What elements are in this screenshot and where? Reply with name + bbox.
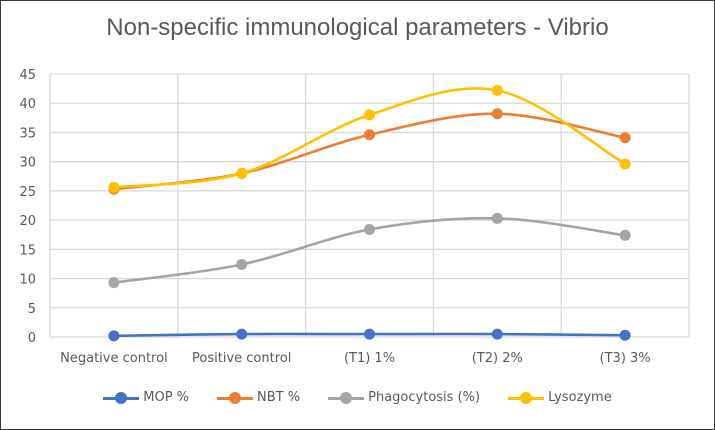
gridlines (49, 73, 690, 338)
series-lines (108, 84, 631, 342)
legend-marker-icon (508, 391, 545, 404)
data-point (619, 158, 631, 170)
legend-marker-icon (103, 391, 140, 404)
legend-item: Lysozyme (508, 390, 612, 405)
chart-title: Non-specific immunological parameters - … (106, 14, 609, 41)
legend: MOP % NBT % Phagocytosis (%) Lysozyme (0, 390, 715, 405)
series-line (113, 112, 626, 191)
y-tick-label: 0 (28, 331, 36, 346)
legend-item: NBT % (217, 390, 300, 405)
x-tick-label: Negative control (60, 351, 168, 366)
y-tick-label: 35 (19, 126, 36, 141)
legend-item: MOP % (103, 390, 189, 405)
y-tick-label: 30 (19, 156, 36, 171)
y-axis-ticks: 0 5 10 15 20 25 30 35 40 45 (19, 68, 36, 346)
y-tick-label: 45 (19, 68, 36, 83)
legend-item: Phagocytosis (%) (328, 390, 480, 405)
x-axis-ticks: Negative control Positive control (T1) 1% (… (60, 351, 651, 366)
data-point (491, 328, 503, 340)
series-lysozyme (108, 84, 631, 193)
data-point (364, 223, 375, 235)
legend-marker-icon (217, 391, 254, 404)
data-point (619, 132, 631, 144)
data-point (364, 129, 375, 141)
y-tick-label: 15 (19, 243, 36, 258)
x-tick-label: (T2) 2% (472, 351, 523, 366)
data-point (619, 229, 631, 241)
legend-label: Phagocytosis (%) (368, 390, 481, 405)
x-tick-label: (T1) 1% (344, 351, 395, 366)
data-point (236, 259, 248, 271)
data-point (108, 277, 120, 289)
data-point (236, 328, 248, 340)
y-tick-label: 40 (19, 97, 36, 112)
y-tick-label: 10 (19, 273, 36, 288)
data-point (491, 212, 503, 224)
data-point (619, 329, 631, 341)
data-point (491, 84, 503, 96)
data-point (108, 330, 120, 342)
y-tick-label: 25 (19, 185, 36, 200)
x-tick-label: (T3) 3% (600, 351, 651, 366)
legend-label: MOP % (143, 390, 190, 405)
x-tick-label: Positive control (192, 351, 291, 366)
data-point (108, 181, 120, 193)
series-phagocytosis (108, 212, 631, 289)
data-point (491, 108, 503, 120)
legend-label: Lysozyme (548, 390, 612, 405)
legend-marker-icon (328, 391, 365, 404)
data-point (236, 167, 248, 179)
y-tick-label: 20 (19, 214, 36, 229)
data-point (364, 109, 375, 121)
series-mop (108, 328, 631, 342)
data-point (364, 328, 375, 340)
legend-label: NBT % (257, 390, 301, 405)
y-tick-label: 5 (28, 302, 36, 317)
